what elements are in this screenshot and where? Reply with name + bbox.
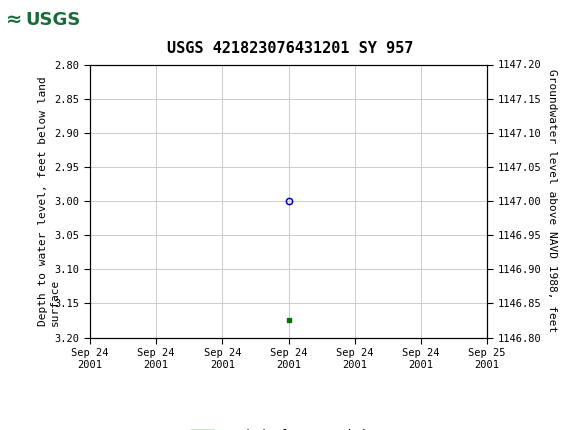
Text: ≈: ≈ [6, 10, 23, 29]
Legend: Period of approved data: Period of approved data [186, 424, 392, 430]
Y-axis label: Depth to water level, feet below land
surface: Depth to water level, feet below land su… [38, 76, 60, 326]
Text: USGS: USGS [26, 11, 81, 29]
FancyBboxPatch shape [3, 3, 88, 36]
Text: USGS 421823076431201 SY 957: USGS 421823076431201 SY 957 [167, 41, 413, 56]
Y-axis label: Groundwater level above NAVD 1988, feet: Groundwater level above NAVD 1988, feet [547, 69, 557, 333]
